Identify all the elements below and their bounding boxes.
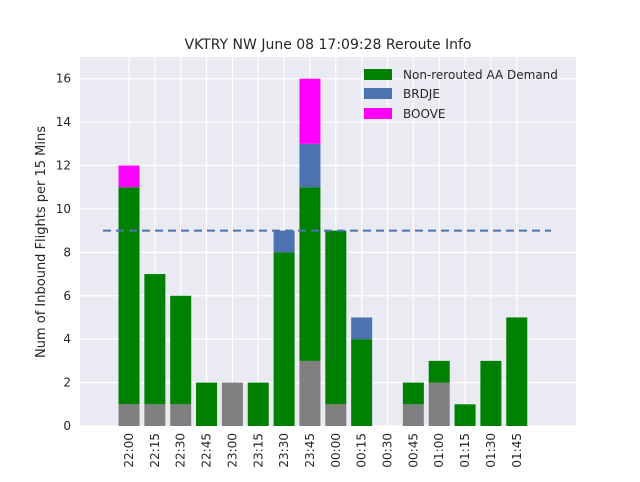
x-tick-label: 01:15 (458, 433, 472, 468)
bar-segment (170, 295, 192, 405)
bar-segment (221, 382, 243, 426)
bar-segment (506, 317, 528, 426)
bar-segment (273, 230, 295, 253)
bar-segment (480, 360, 502, 426)
y-tick-label: 2 (63, 376, 71, 390)
y-tick-label: 6 (63, 289, 71, 303)
x-tick-label: 22:45 (200, 433, 214, 468)
y-tick-label: 4 (63, 332, 71, 346)
legend-swatch-brdje (364, 88, 392, 99)
legend-swatch-non-rerouted (364, 69, 392, 80)
bar-segment (454, 404, 476, 426)
bar-segment (144, 274, 166, 405)
x-tick-label: 22:15 (148, 433, 162, 468)
bar-segment (118, 404, 140, 426)
bar-segment (402, 404, 424, 426)
x-tick-label: 01:45 (510, 433, 524, 468)
bar-segment (299, 78, 321, 144)
bar-segment (325, 404, 347, 426)
bar-segment (299, 360, 321, 426)
bar-segment (170, 404, 192, 426)
legend-label-boove: BOOVE (403, 107, 446, 121)
bar-segment (428, 360, 450, 383)
x-tick-label: 23:00 (225, 433, 239, 468)
bar-segment (247, 382, 269, 426)
x-tick-label: 23:15 (251, 433, 265, 468)
bar-segment (118, 165, 140, 188)
bar-segment (402, 382, 424, 405)
x-tick-label: 00:00 (329, 433, 343, 468)
bar-segment (144, 404, 166, 426)
y-tick-labels: 0 2 4 6 8 10 12 14 16 (56, 72, 71, 433)
y-tick-label: 8 (63, 245, 71, 259)
bar-segment (325, 230, 347, 405)
legend-swatch-boove (364, 108, 392, 119)
bar-segment (351, 339, 373, 426)
x-tick-label: 01:00 (432, 433, 446, 468)
legend: Non-rerouted AA Demand BRDJE BOOVE (364, 68, 558, 121)
x-tick-label: 00:45 (406, 433, 420, 468)
x-tick-label: 01:30 (484, 433, 498, 468)
x-tick-label: 23:45 (303, 433, 317, 468)
x-tick-label: 00:30 (381, 433, 395, 468)
x-tick-labels: 22:00 22:15 22:30 22:45 23:00 23:15 23:30 23:45… (122, 433, 524, 468)
x-tick-label: 23:30 (277, 433, 291, 468)
bar-segment (196, 382, 218, 426)
bar-segment (351, 317, 373, 340)
x-tick-label: 22:00 (122, 433, 136, 468)
y-axis-label: Num of Inbound Flights per 15 Mins (34, 126, 49, 358)
legend-label-non-rerouted: Non-rerouted AA Demand (403, 68, 558, 82)
y-tick-label: 12 (56, 159, 71, 173)
bar-segment (118, 187, 140, 405)
x-tick-label: 22:30 (174, 433, 188, 468)
y-tick-label: 0 (63, 419, 71, 433)
x-tick-label: 00:15 (355, 433, 369, 468)
bar-segment (428, 382, 450, 426)
bar-segment (273, 252, 295, 426)
bar-segment (299, 187, 321, 361)
chart-title: VKTRY NW June 08 17:09:28 Reroute Info (185, 37, 472, 53)
y-tick-label: 10 (56, 202, 71, 216)
bar-segment (299, 143, 321, 188)
legend-label-brdje: BRDJE (403, 87, 440, 101)
y-tick-label: 14 (56, 115, 71, 129)
y-tick-label: 16 (56, 72, 71, 86)
